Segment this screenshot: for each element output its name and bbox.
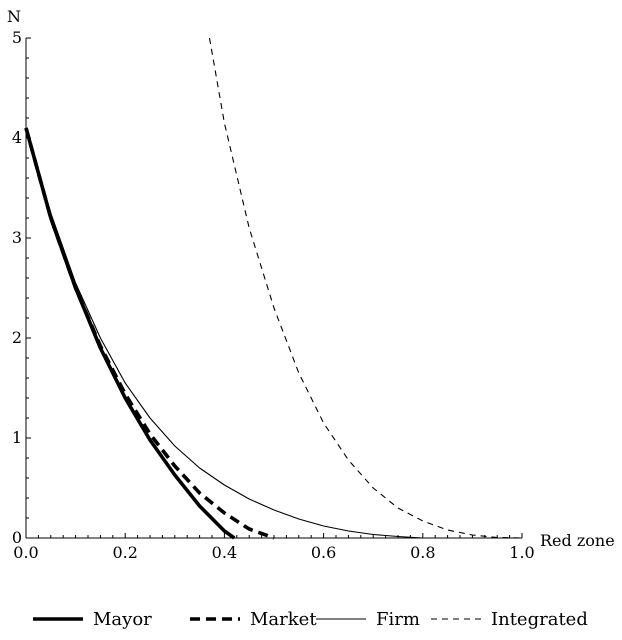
axes (25, 38, 522, 539)
legend-label-firm: Firm (376, 609, 420, 630)
legend-label-mayor: Mayor (93, 609, 152, 630)
ticks (25, 37, 523, 539)
y-tick-label: 2 (12, 328, 22, 347)
y-tick-label: 5 (12, 28, 22, 47)
y-tick-label: 1 (12, 428, 22, 447)
y-tick-label: 3 (12, 228, 22, 247)
y-tick-label: 4 (12, 128, 22, 147)
series-line-market (24, 127, 275, 540)
x-axis-label: Red zone (540, 531, 615, 550)
x-tick-label: 0.0 (13, 543, 38, 562)
y-axis-label: N (7, 7, 21, 26)
legend-label-integrated: Integrated (491, 609, 588, 630)
legend: Mayor Market Firm Integrated (33, 609, 588, 630)
legend-label-market: Market (250, 609, 317, 630)
x-tick-label: 1.0 (509, 543, 534, 562)
x-tick-label: 0.2 (112, 543, 137, 562)
series-group (24, 37, 523, 540)
series-line-integrated (208, 37, 523, 539)
series-line-mayor (24, 127, 236, 540)
tick-labels: 0 1 2 3 4 5 0.0 0.2 0.4 0.6 0.8 1.0 (12, 28, 535, 562)
x-tick-label: 0.4 (212, 543, 237, 562)
x-tick-label: 0.8 (410, 543, 435, 562)
x-tick-label: 0.6 (311, 543, 336, 562)
y-tick-label: 0 (12, 528, 22, 547)
series-line-firm (25, 127, 498, 539)
